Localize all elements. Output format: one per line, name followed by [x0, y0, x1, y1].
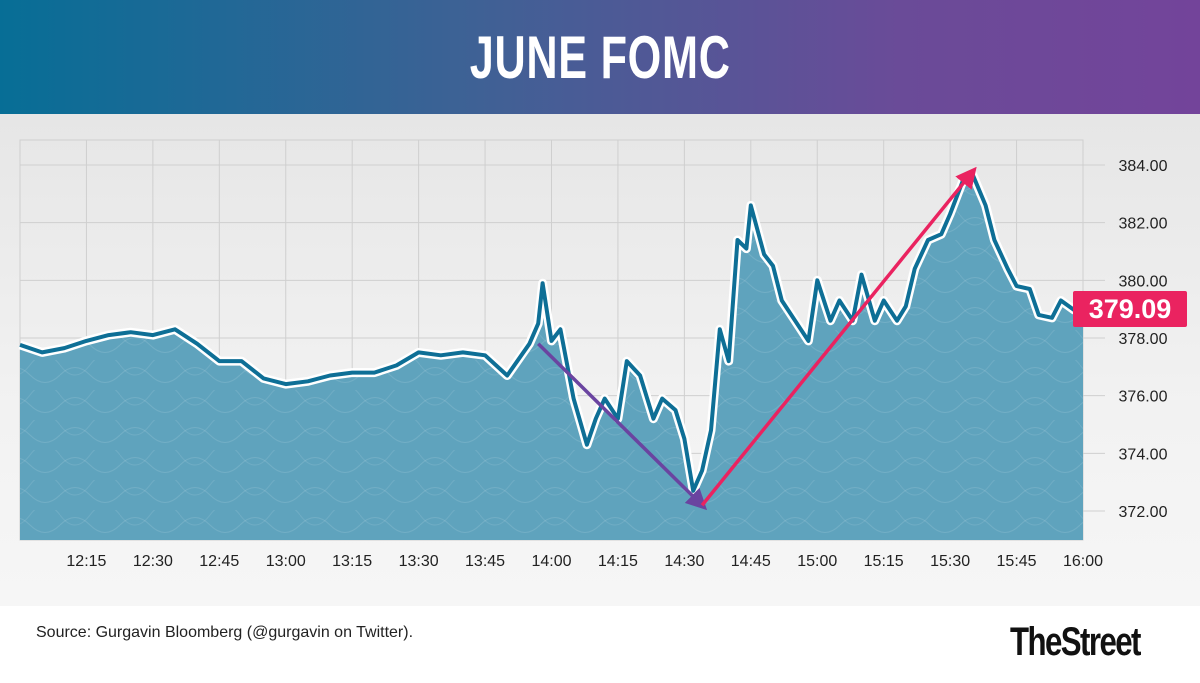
x-tick-label: 14:45 [731, 553, 771, 570]
y-tick-label: 372.00 [1119, 504, 1168, 521]
x-tick-label: 12:45 [199, 553, 239, 570]
thestreet-logo: TheStreet [1010, 620, 1141, 664]
y-tick-label: 376.00 [1119, 389, 1168, 406]
source-caption: Source: Gurgavin Bloomberg (@gurgavin on… [36, 624, 414, 641]
header-banner: JUNE FOMC [0, 0, 1200, 114]
y-tick-label: 384.00 [1119, 158, 1168, 175]
x-tick-label: 15:30 [930, 553, 970, 570]
x-tick-label: 16:00 [1063, 553, 1103, 570]
y-tick-label: 378.00 [1119, 331, 1168, 348]
last-price-badge: 379.09 [1073, 291, 1187, 327]
x-tick-label: 15:15 [864, 553, 904, 570]
x-tick-label: 14:30 [664, 553, 704, 570]
price-line [19, 171, 1084, 493]
down-arrow [536, 342, 708, 511]
y-tick-label: 380.00 [1119, 273, 1168, 290]
x-tick-label: 13:15 [332, 553, 372, 570]
up-arrow [700, 166, 977, 507]
x-tick-label: 15:45 [997, 553, 1037, 570]
x-tick-label: 12:15 [66, 553, 106, 570]
x-tick-label: 14:15 [598, 553, 638, 570]
y-tick-label: 374.00 [1119, 446, 1168, 463]
x-tick-label: 14:00 [531, 553, 571, 570]
chart-title: JUNE FOMC [469, 23, 731, 91]
x-tick-label: 13:00 [266, 553, 306, 570]
x-tick-label: 12:30 [133, 553, 173, 570]
y-tick-label: 382.00 [1119, 216, 1168, 233]
x-tick-label: 13:30 [399, 553, 439, 570]
x-tick-label: 15:00 [797, 553, 837, 570]
x-tick-label: 13:45 [465, 553, 505, 570]
